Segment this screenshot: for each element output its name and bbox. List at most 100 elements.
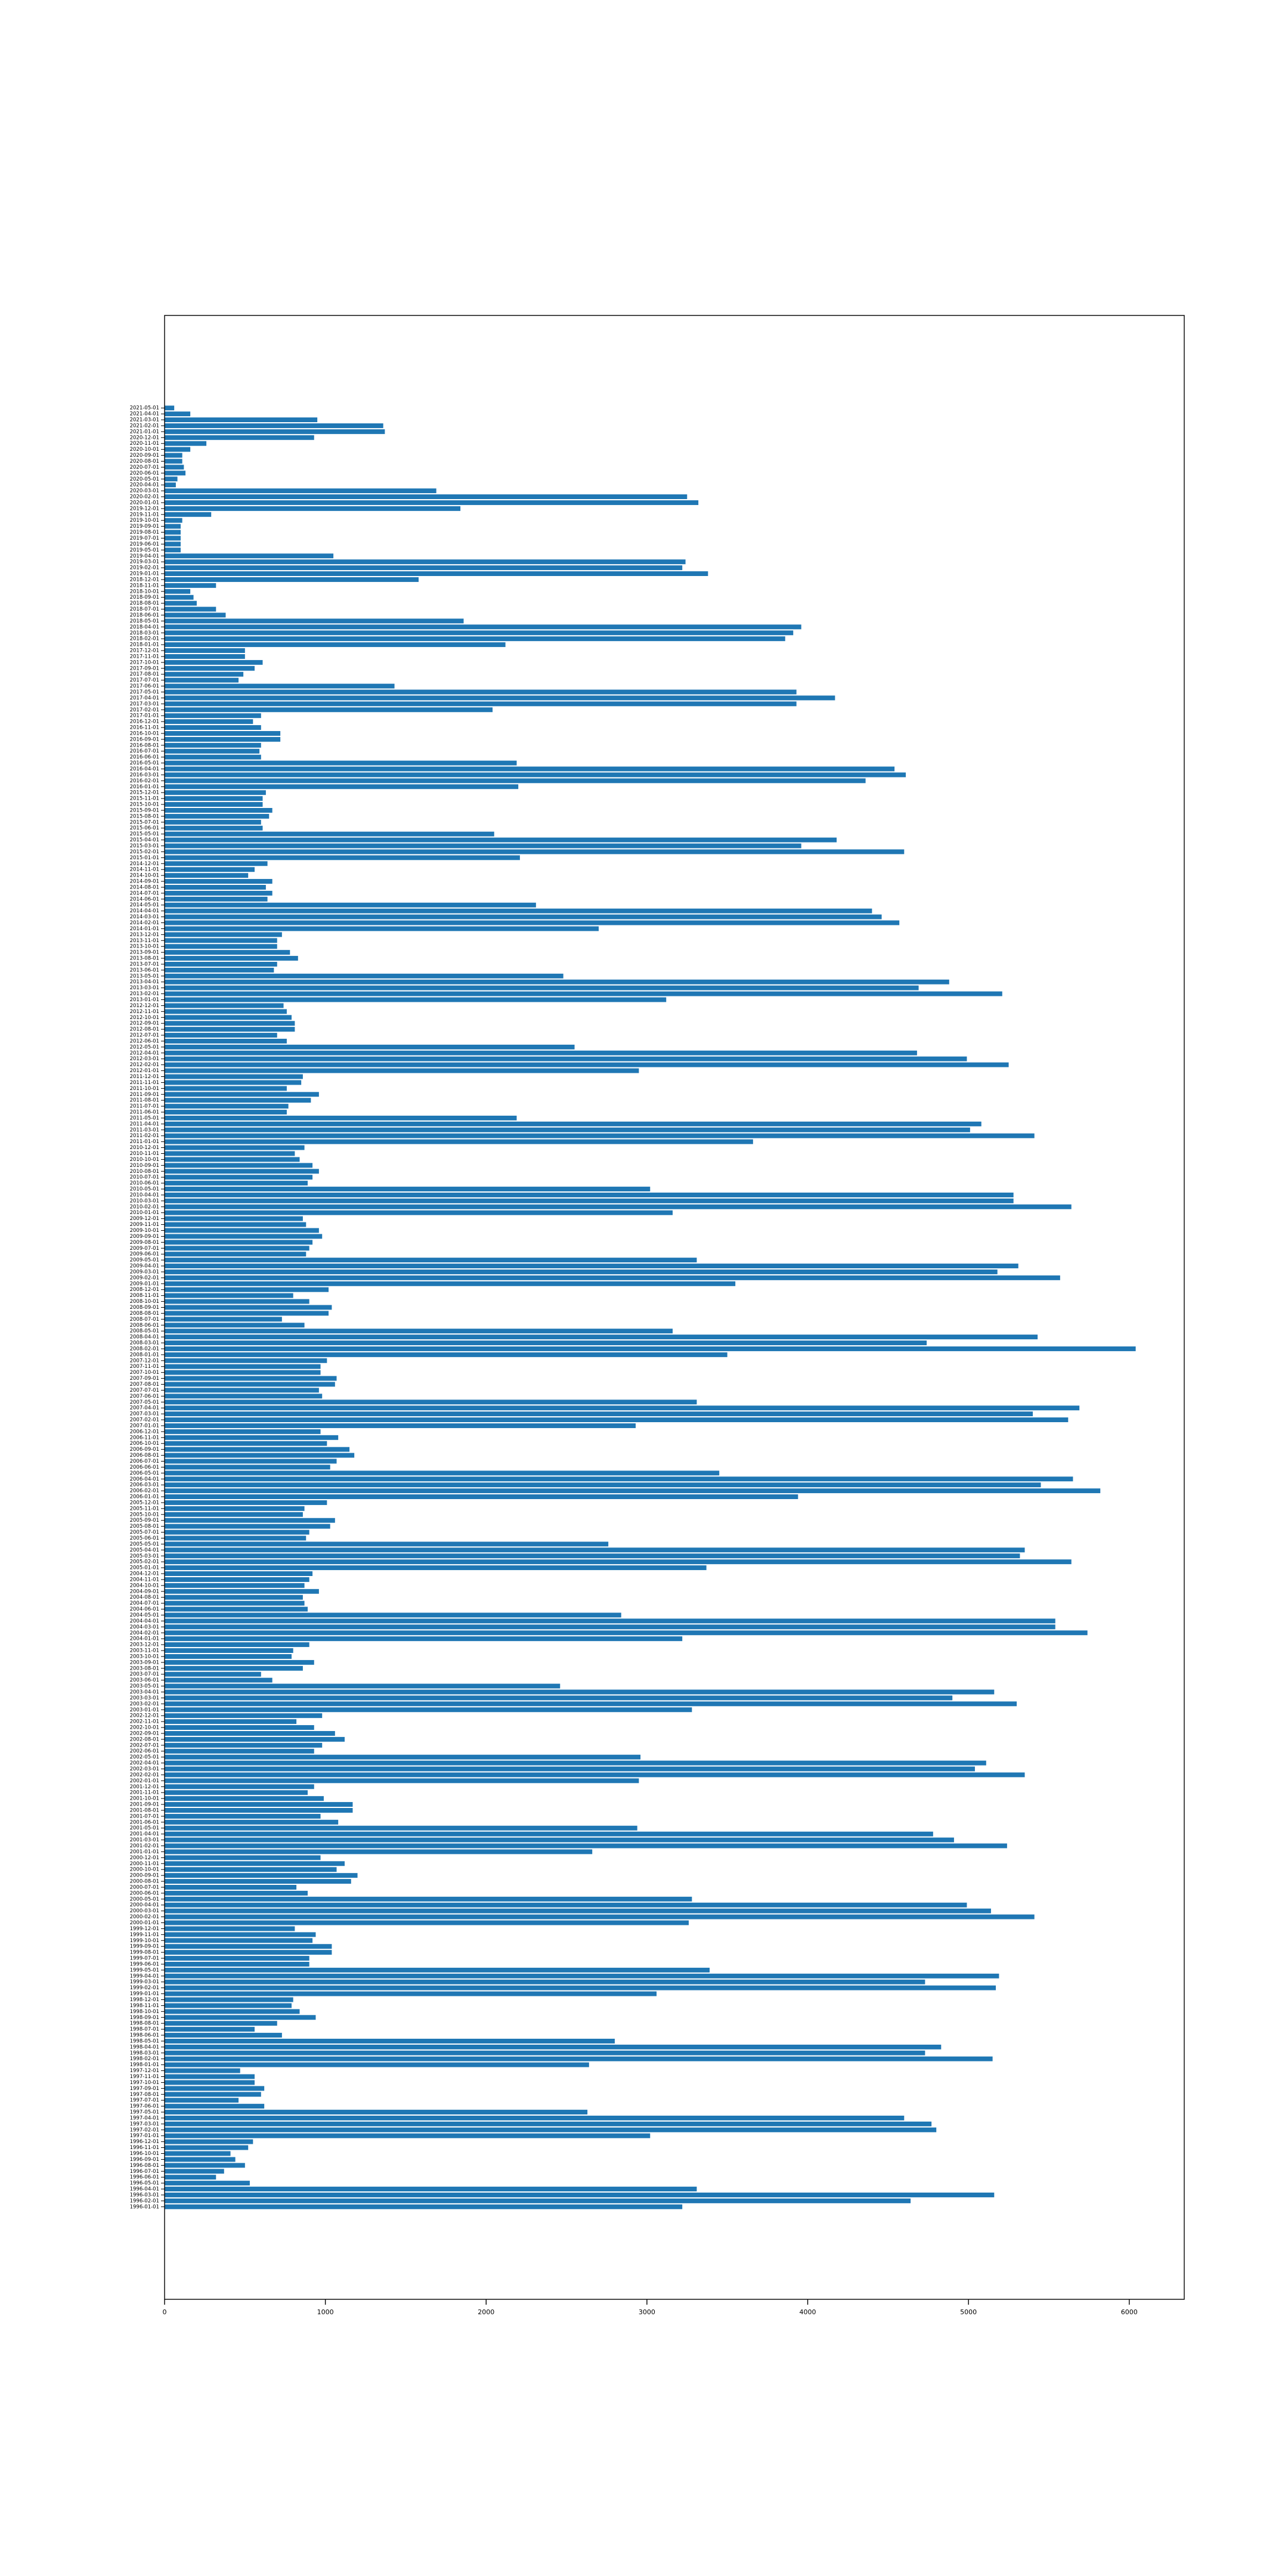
bar	[165, 2127, 937, 2132]
bar	[165, 766, 895, 772]
bar	[165, 932, 282, 937]
y-tick-label: 2003-05-01	[130, 1683, 159, 1689]
bar	[165, 1252, 306, 1257]
bar	[165, 1707, 692, 1713]
y-tick-label: 2016-01-01	[130, 784, 159, 790]
bar	[165, 1115, 517, 1120]
bar	[165, 535, 181, 541]
bar	[165, 961, 277, 967]
y-tick-label: 1997-02-01	[130, 2127, 159, 2133]
y-tick-label: 2021-03-01	[130, 417, 159, 423]
bar	[165, 470, 186, 476]
bar	[165, 2192, 995, 2197]
y-tick-label: 2002-02-01	[130, 1772, 159, 1778]
bar	[165, 950, 290, 955]
bar	[165, 1104, 289, 1109]
y-tick-label: 2017-12-01	[130, 648, 159, 654]
y-tick-label: 1997-07-01	[130, 2098, 159, 2104]
y-tick-label: 1998-05-01	[130, 2038, 159, 2044]
y-tick-label: 2002-04-01	[130, 1760, 159, 1766]
y-tick-label: 2006-08-01	[130, 1453, 159, 1459]
y-tick-label: 2013-04-01	[130, 979, 159, 985]
bar	[165, 1400, 697, 1405]
y-tick-label: 2006-05-01	[130, 1470, 159, 1476]
y-tick-label: 1996-02-01	[130, 2198, 159, 2204]
y-tick-label: 1998-07-01	[130, 2027, 159, 2033]
y-tick-label: 2010-01-01	[130, 1210, 159, 1216]
y-tick-label: 2013-06-01	[130, 967, 159, 973]
y-tick-label: 2014-01-01	[130, 926, 159, 932]
y-tick-label: 2011-06-01	[130, 1110, 159, 1116]
y-tick-label: 2012-08-01	[130, 1027, 159, 1033]
bar	[165, 1618, 1055, 1624]
bar	[165, 559, 686, 565]
y-tick-label: 2005-07-01	[130, 1530, 159, 1535]
y-tick-label: 2004-04-01	[130, 1618, 159, 1624]
plot-frame	[164, 315, 1185, 2300]
y-tick-label: 2003-08-01	[130, 1665, 159, 1671]
y-tick-label: 2017-08-01	[130, 671, 159, 677]
bar	[165, 973, 564, 979]
bar	[165, 453, 182, 458]
bar	[165, 1388, 319, 1393]
bar	[165, 459, 182, 464]
y-tick-label: 2015-06-01	[130, 825, 159, 831]
y-tick-label: 2004-06-01	[130, 1606, 159, 1612]
bar	[165, 1938, 313, 1943]
x-tick-label: 4000	[800, 2308, 816, 2316]
bar	[165, 748, 260, 754]
y-tick-label: 1996-04-01	[130, 2187, 159, 2193]
bar	[165, 1228, 319, 1233]
bar	[165, 2086, 265, 2091]
bar	[165, 1606, 308, 1612]
bar	[165, 1642, 309, 1648]
y-tick-label: 2013-09-01	[130, 950, 159, 956]
y-tick-label: 2012-01-01	[130, 1068, 159, 1074]
y-tick-label: 2015-02-01	[130, 849, 159, 855]
bar	[165, 677, 239, 683]
bar	[165, 1730, 335, 1736]
bar	[165, 1376, 337, 1381]
bar	[165, 1370, 321, 1375]
y-tick-label: 2020-02-01	[130, 494, 159, 500]
y-tick-label: 1998-11-01	[130, 2003, 159, 2009]
y-tick-label: 2005-01-01	[130, 1565, 159, 1571]
bar	[165, 624, 801, 630]
y-tick-label: 2009-11-01	[130, 1222, 159, 1228]
bar	[165, 1861, 345, 1866]
y-tick-label: 1996-09-01	[130, 2157, 159, 2163]
y-tick-label: 2001-02-01	[130, 1843, 159, 1849]
y-tick-label: 2001-08-01	[130, 1807, 159, 1813]
bar	[165, 1210, 673, 1215]
y-tick-label: 2000-06-01	[130, 1890, 159, 1896]
y-tick-label: 2003-10-01	[130, 1654, 159, 1659]
bar	[165, 831, 494, 837]
y-tick-label: 2012-06-01	[130, 1038, 159, 1044]
bar	[165, 1003, 284, 1008]
y-tick-label: 1998-06-01	[130, 2033, 159, 2039]
y-tick-label: 2008-10-01	[130, 1299, 159, 1305]
bar	[165, 956, 298, 961]
bar	[165, 1246, 309, 1251]
bar	[165, 1358, 327, 1363]
y-tick-label: 1996-01-01	[130, 2204, 159, 2210]
y-tick-label: 2013-03-01	[130, 985, 159, 991]
bar	[165, 1665, 303, 1671]
bar	[165, 1050, 917, 1055]
y-tick-label: 2005-02-01	[130, 1559, 159, 1565]
y-tick-label: 2014-02-01	[130, 920, 159, 926]
y-tick-label: 2016-04-01	[130, 766, 159, 772]
bar	[165, 606, 216, 612]
y-tick-label: 2004-09-01	[130, 1589, 159, 1594]
y-tick-label: 2001-11-01	[130, 1790, 159, 1796]
y-tick-label: 2011-07-01	[130, 1104, 159, 1110]
bar	[165, 2169, 224, 2174]
bar	[165, 541, 181, 547]
y-tick-label: 2014-06-01	[130, 896, 159, 902]
bar	[165, 1991, 657, 1996]
bar	[165, 500, 699, 505]
bar	[165, 1630, 1088, 1636]
bar	[165, 1163, 313, 1168]
y-tick-label: 2018-12-01	[130, 577, 159, 583]
bar	[165, 595, 194, 600]
